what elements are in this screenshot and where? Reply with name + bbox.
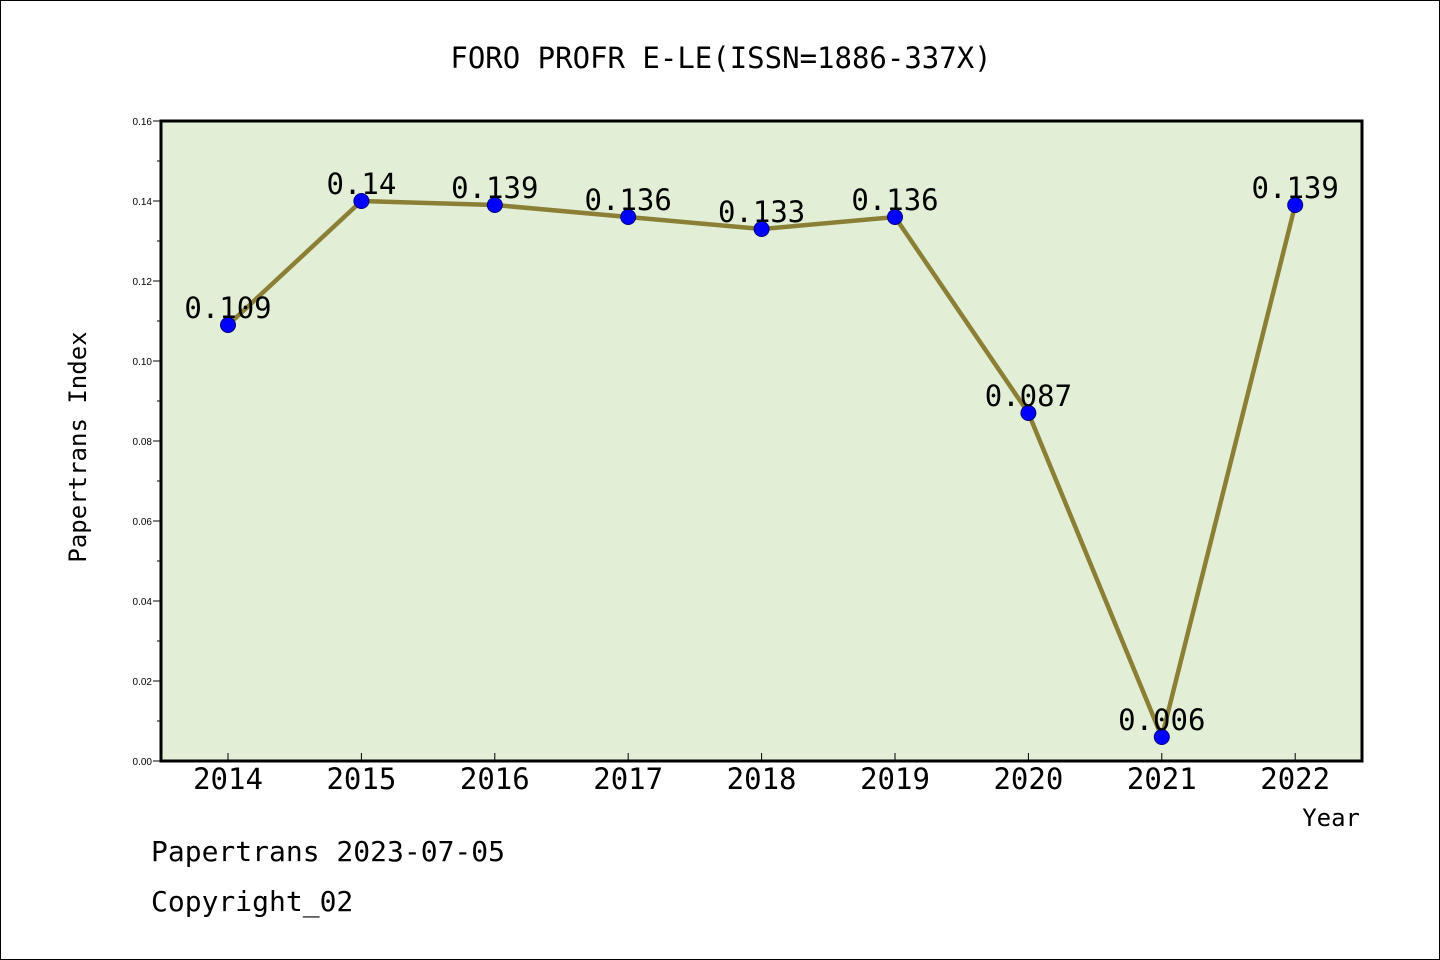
y-tick-label: 0.04 (133, 597, 153, 608)
data-point (1287, 197, 1304, 213)
y-tick-label: 0.16 (133, 117, 153, 128)
y-axis-label: Papertrans Index (64, 331, 92, 562)
data-point (220, 317, 236, 333)
y-tick-label: 0.12 (133, 277, 153, 288)
data-label: 0.133 (718, 195, 805, 229)
x-axis-ticks: 2014 2015 2016 2017 2018 2019 2020 2021 2022 (193, 753, 1330, 796)
x-tick-label: 2018 (727, 762, 797, 796)
data-label: 0.087 (985, 379, 1072, 413)
data-label: 0.006 (1118, 703, 1205, 737)
x-tick-label: 2022 (1260, 762, 1330, 796)
data-point (620, 209, 637, 225)
x-tick-label: 2015 (326, 762, 396, 796)
y-tick-label: 0.10 (133, 357, 153, 368)
data-point (753, 221, 770, 237)
x-tick-label: 2019 (860, 762, 930, 796)
y-axis-ticks: 0.00 0.02 0.04 0.06 0.08 0.10 0.12 0.14 0.16 (133, 117, 161, 768)
data-point (353, 193, 370, 209)
data-label: 0.136 (585, 183, 672, 217)
footer-copyright: Copyright_02 (151, 885, 354, 918)
data-point (1153, 729, 1170, 745)
x-axis-label: Year (1302, 804, 1360, 832)
x-tick-label: 2017 (593, 762, 663, 796)
x-tick-label: 2021 (1127, 762, 1197, 796)
footer-date: Papertrans 2023-07-05 (151, 835, 506, 868)
x-tick-label: 2020 (993, 762, 1063, 796)
y-tick-label: 0.00 (133, 757, 153, 768)
data-point (486, 197, 503, 213)
data-label: 0.139 (1252, 171, 1339, 205)
data-point (1020, 405, 1037, 421)
data-point (887, 209, 903, 225)
data-label: 0.109 (184, 291, 271, 325)
y-tick-label: 0.06 (133, 517, 153, 528)
data-label: 0.139 (451, 171, 538, 205)
y-tick-label: 0.14 (133, 197, 153, 208)
x-tick-label: 2014 (193, 762, 263, 796)
y-tick-label: 0.08 (133, 437, 153, 448)
series-layer: 0.109 0.14 0.139 0.136 0.133 0.136 0.087 0.006 0… (184, 167, 1339, 745)
data-label: 0.14 (326, 167, 396, 201)
y-tick-label: 0.02 (133, 677, 153, 688)
x-tick-label: 2016 (460, 762, 530, 796)
data-label: 0.136 (851, 183, 938, 217)
chart-title: FORO PROFR E-LE(ISSN=1886-337X) (450, 41, 991, 75)
